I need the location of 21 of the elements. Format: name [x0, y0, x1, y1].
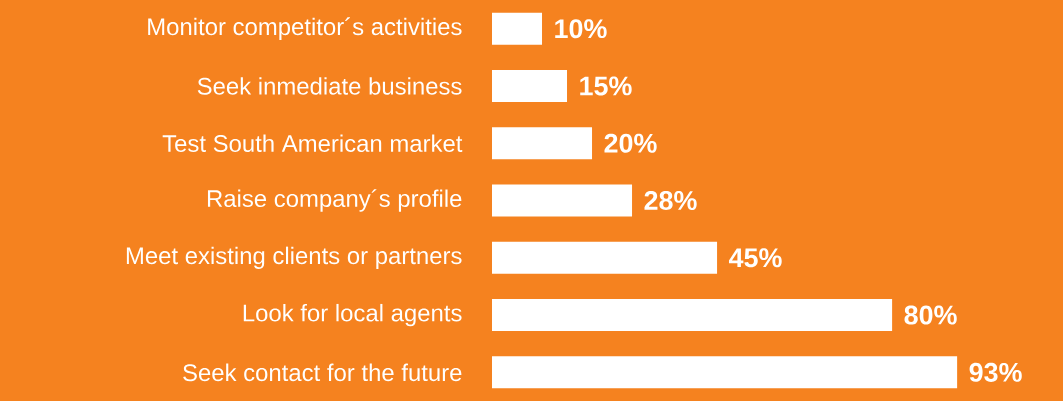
y-tick-label: Seek contact for the future — [183, 363, 462, 382]
data-label: 10% — [555, 19, 607, 39]
data-label: 93% — [969, 362, 1022, 382]
data-label: 45% — [728, 248, 782, 268]
data-label: 15% — [580, 76, 632, 96]
bar — [492, 69, 568, 102]
data-label: 20% — [604, 133, 657, 153]
bar — [492, 299, 893, 332]
data-label: 80% — [904, 305, 957, 325]
y-tick-label: Monitor competitor´s activities — [148, 17, 462, 40]
bar — [492, 356, 958, 389]
y-tick-label: Meet existing clients or partners — [126, 246, 462, 269]
data-label: 28% — [644, 190, 697, 211]
bar — [492, 12, 543, 45]
bar — [492, 127, 593, 160]
y-tick-label: Look for local agents — [243, 303, 462, 327]
bar — [492, 184, 633, 217]
y-tick-label: Seek inmediate business — [197, 77, 462, 95]
bar — [492, 241, 718, 274]
y-tick-label: Test South American market — [162, 134, 463, 152]
y-tick-label: Raise company´s profile — [207, 189, 462, 212]
